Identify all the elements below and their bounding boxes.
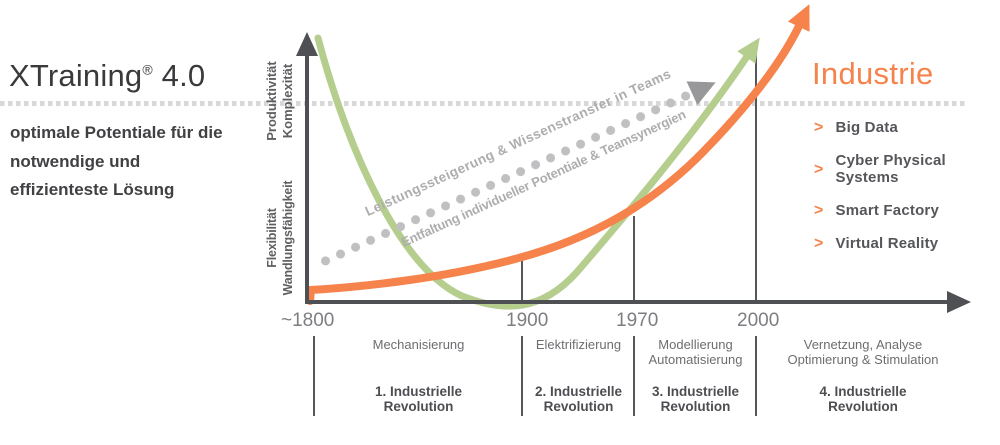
era-name: Elektrifizierung	[522, 337, 635, 367]
era-name-line: Elektrifizierung	[535, 337, 622, 352]
flexibility-curve	[314, 34, 760, 310]
tagline-line: effizienteste Lösung	[10, 180, 175, 199]
era-name-line: Automatisierung	[648, 351, 743, 367]
y-axis-label-line: Wandlungsfähigkeit	[281, 180, 295, 296]
tagline-line: optimale Potentiale für die	[10, 123, 223, 142]
era-revolution-line: Revolution	[660, 399, 731, 414]
brand-title: XTraining® 4.0	[9, 58, 205, 94]
brand-tagline: optimale Potentiale für die notwendige u…	[10, 119, 223, 205]
y-axis-label-top: Produktivität Komplexität	[264, 43, 298, 159]
era-section-3: Modellierung Automatisierung 3. Industri…	[634, 337, 757, 414]
x-tick-1970: 1970	[616, 310, 659, 331]
industrie-list: > Big Data > Cyber Physical Systems > Sm…	[814, 119, 1000, 252]
y-axis-label-line: Produktivität	[264, 61, 279, 141]
list-item: > Big Data	[814, 119, 1000, 136]
era-revolution-line: 2. Industrielle	[534, 384, 623, 399]
x-tick-1800: ~1800	[281, 310, 335, 331]
era-name: Mechanisierung	[314, 337, 523, 367]
list-item: > Virtual Reality	[814, 235, 1000, 252]
y-axis-label-line: Komplexität	[280, 63, 295, 139]
list-item-label: Smart Factory	[835, 202, 940, 219]
era-name: Modellierung Automatisierung	[634, 337, 757, 367]
era-section-2: Elektrifizierung 2. Industrielle Revolut…	[522, 337, 635, 414]
era-revolution: 4. Industrielle Revolution	[756, 384, 970, 414]
era-section-4: Vernetzung, Analyse Optimierung & Stimul…	[756, 337, 970, 414]
era-revolution: 3. Industrielle Revolution	[634, 384, 757, 414]
registered-mark: ®	[142, 61, 153, 78]
x-tick-1900: 1900	[506, 310, 549, 331]
list-item-label: Cyber Physical Systems	[835, 152, 946, 186]
era-name-line: Vernetzung, Analyse	[803, 337, 923, 352]
era-revolution-line: Revolution	[828, 399, 898, 414]
list-item: > Smart Factory	[814, 202, 1000, 219]
era-revolution-line: 1. Industrielle	[374, 384, 463, 399]
list-item: > Cyber Physical Systems	[814, 152, 1000, 186]
y-axis-label-bottom: Flexibilität Wandlungsfähigkeit	[264, 171, 298, 305]
chevron-icon: >	[814, 202, 824, 219]
era-section-1: Mechanisierung 1. Industrielle Revolutio…	[314, 337, 523, 414]
horizontal-dotted-rule	[0, 101, 968, 106]
era-name-line: Mechanisierung	[372, 337, 465, 352]
era-revolution: 1. Industrielle Revolution	[314, 384, 523, 414]
era-revolution-line: 3. Industrielle	[651, 384, 740, 399]
era-name-line: Modellierung	[658, 337, 733, 352]
era-revolution: 2. Industrielle Revolution	[522, 384, 635, 414]
chevron-icon: >	[814, 160, 824, 178]
era-name-line: Optimierung & Stimulation	[787, 351, 939, 367]
era-name: Vernetzung, Analyse Optimierung & Stimul…	[756, 337, 970, 367]
brand-title-suffix: 4.0	[152, 58, 206, 93]
era-revolution-line: Revolution	[543, 399, 614, 414]
list-item-label: Virtual Reality	[835, 235, 939, 252]
list-item-label: Big Data	[835, 119, 898, 136]
x-tick-2000: 2000	[737, 310, 780, 331]
era-revolution-line: 4. Industrielle	[819, 384, 907, 399]
chevron-icon: >	[814, 235, 824, 252]
era-revolution-line: Revolution	[383, 399, 454, 414]
tagline-line: notwendige und	[10, 151, 141, 171]
productivity-curve	[306, 4, 810, 305]
brand-title-main: XTraining	[9, 58, 143, 93]
industrie-title: Industrie	[812, 56, 934, 91]
y-axis-label-line: Flexibilität	[265, 208, 279, 268]
chevron-icon: >	[814, 119, 824, 136]
